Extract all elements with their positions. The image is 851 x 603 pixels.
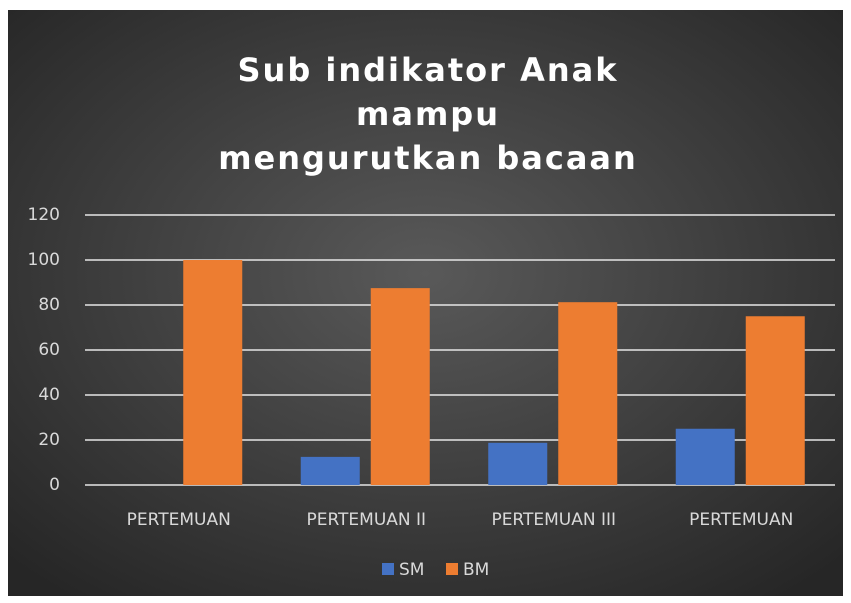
- bar: [300, 456, 360, 485]
- legend-swatch: [446, 563, 458, 575]
- legend-label: SM: [399, 560, 424, 580]
- bar: [370, 288, 430, 485]
- chart-title: mengurutkan bacaan: [218, 139, 638, 177]
- x-tick-label: PERTEMUAN: [689, 510, 793, 530]
- y-tick-label: 40: [38, 385, 60, 405]
- bar: [675, 428, 735, 485]
- bar: [745, 316, 805, 485]
- y-tick-label: 80: [38, 295, 60, 315]
- bar: [488, 442, 548, 485]
- y-tick-label: 100: [28, 250, 60, 270]
- x-tick-label: PERTEMUAN III: [491, 510, 616, 530]
- y-tick-label: 0: [49, 475, 60, 495]
- y-tick-label: 120: [28, 205, 60, 225]
- x-tick-label: PERTEMUAN II: [306, 510, 426, 530]
- legend-swatch: [382, 563, 394, 575]
- y-tick-label: 20: [38, 430, 60, 450]
- legend-label: BM: [463, 560, 489, 580]
- x-tick-label: PERTEMUAN: [127, 510, 231, 530]
- y-tick-label: 60: [38, 340, 60, 360]
- bar: [558, 302, 618, 485]
- bar: [183, 260, 243, 485]
- chart-title: Sub indikator Anak: [238, 51, 619, 89]
- chart-title: mampu: [356, 95, 500, 133]
